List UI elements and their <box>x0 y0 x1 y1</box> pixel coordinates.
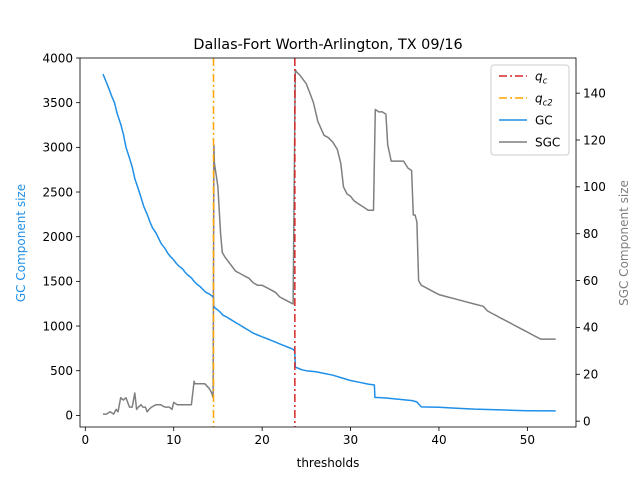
x-tick-label: 40 <box>431 433 446 447</box>
chart-title: Dallas-Fort Worth-Arlington, TX 09/16 <box>193 37 462 53</box>
y-left-tick-label: 3500 <box>42 96 73 110</box>
y-axis-left-label: GC Component size <box>14 184 28 302</box>
x-axis-label: thresholds <box>297 456 360 470</box>
y-right-tick-label: 80 <box>583 227 598 241</box>
x-tick-label: 10 <box>166 433 181 447</box>
y-right-tick-label: 0 <box>583 414 591 428</box>
y-axis-right-label: SGC Component size <box>617 180 631 306</box>
y-left-tick-label: 4000 <box>42 51 73 65</box>
x-tick-label: 20 <box>254 433 269 447</box>
x-tick-label: 0 <box>81 433 89 447</box>
y-right-tick-label: 100 <box>583 180 606 194</box>
legend-label-qc2: qc2 <box>535 91 553 108</box>
legend-label-qc: qc <box>535 69 548 86</box>
legend-label-gc: GC <box>535 113 553 127</box>
y-left-tick-label: 0 <box>65 409 73 423</box>
plot-area <box>102 58 556 427</box>
y-right-tick-label: 60 <box>583 274 598 288</box>
y-left-tick-label: 2500 <box>42 185 73 199</box>
y-left-tick-label: 1000 <box>42 319 73 333</box>
legend-label-sgc: SGC <box>535 135 560 149</box>
y-right-tick-label: 120 <box>583 133 606 147</box>
x-tick-label: 30 <box>343 433 358 447</box>
y-left-tick-label: 3000 <box>42 141 73 155</box>
y-right-tick-label: 140 <box>583 86 606 100</box>
legend-box <box>490 64 570 156</box>
y-right-tick-label: 20 <box>583 368 598 382</box>
x-tick-label: 50 <box>520 433 535 447</box>
axes-frame <box>79 57 577 428</box>
y-left-tick-label: 1500 <box>42 275 73 289</box>
y-right-tick-label: 40 <box>583 321 598 335</box>
axis-ticks: 0 10 20 30 40 5005001000150020002500300035004… <box>42 51 605 447</box>
series-line-gc <box>102 73 556 412</box>
legend: qc qc2 GC SGC <box>490 64 570 156</box>
y-left-tick-label: 500 <box>50 364 73 378</box>
y-left-tick-label: 2000 <box>42 230 73 244</box>
